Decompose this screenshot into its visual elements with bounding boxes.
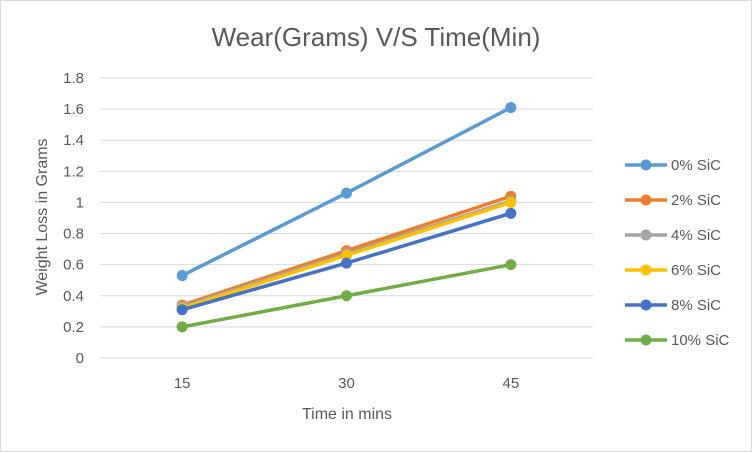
y-tick-label: 1.4 <box>63 132 84 149</box>
data-point <box>176 304 188 316</box>
y-axis-ticks: 0 0.2 0.4 0.6 0.8 1 1.2 1.4 1.6 1.8 <box>63 70 84 367</box>
data-point <box>505 259 517 271</box>
y-tick-label: 1 <box>76 194 84 211</box>
data-point <box>176 321 188 333</box>
data-point <box>176 270 188 282</box>
data-point <box>341 187 352 199</box>
y-tick-label: 0.4 <box>63 288 84 305</box>
x-tick-label: 15 <box>174 375 191 392</box>
legend-label: 6% SiC <box>671 262 721 279</box>
y-axis-label: Weight Loss in Grams <box>34 138 51 295</box>
legend-item: 0% SiC <box>625 157 721 174</box>
x-axis-label: Time in mins <box>302 406 392 423</box>
y-tick-label: 0.2 <box>63 319 84 336</box>
legend-item: 10% SiC <box>625 332 730 349</box>
legend-label: 4% SiC <box>671 227 721 244</box>
y-tick-label: 1.8 <box>63 70 84 87</box>
legend-label: 10% SiC <box>671 332 730 349</box>
legend-item: 2% SiC <box>625 192 721 209</box>
y-tick-label: 0 <box>76 350 84 367</box>
y-tick-label: 1.2 <box>63 163 84 180</box>
legend-marker <box>640 194 652 206</box>
data-point <box>505 207 517 219</box>
data-point <box>341 249 352 261</box>
legend-marker <box>640 264 652 276</box>
series-group <box>176 102 517 333</box>
data-point <box>341 257 352 269</box>
data-point <box>505 196 517 208</box>
legend-label: 0% SiC <box>671 157 721 174</box>
legend-label: 8% SiC <box>671 297 721 314</box>
legend-marker <box>640 334 652 346</box>
x-tick-label: 45 <box>502 375 519 392</box>
series-0 <box>176 102 517 282</box>
legend-label: 2% SiC <box>671 192 721 209</box>
legend-marker <box>640 159 652 171</box>
y-tick-label: 0.8 <box>63 226 84 243</box>
legend: 0% SiC 2% SiC 4% SiC 6% SiC 8% SiC 10% SiC <box>625 157 730 349</box>
chart-title: Wear(Grams) V/S Time(Min) <box>212 22 541 52</box>
data-point <box>341 290 352 302</box>
series-5 <box>176 259 517 333</box>
legend-item: 6% SiC <box>625 262 721 279</box>
legend-marker <box>640 299 652 311</box>
gridlines <box>100 77 593 359</box>
data-point <box>505 102 517 114</box>
legend-item: 4% SiC <box>625 227 721 244</box>
y-tick-label: 0.6 <box>63 257 84 274</box>
series-4 <box>176 207 517 316</box>
y-tick-label: 1.6 <box>63 101 84 118</box>
x-axis-ticks: 15 30 45 <box>174 375 519 392</box>
x-tick-label: 30 <box>338 375 355 392</box>
legend-marker <box>640 229 652 241</box>
legend-item: 8% SiC <box>625 297 721 314</box>
